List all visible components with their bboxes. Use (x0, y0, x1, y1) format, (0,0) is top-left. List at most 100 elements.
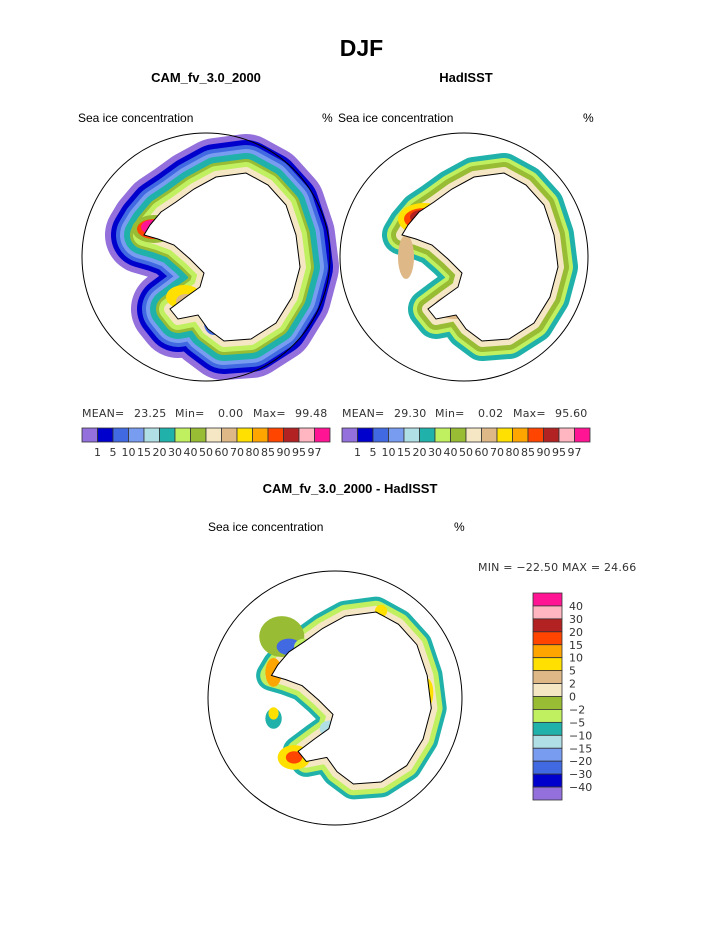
model-units-label: % (322, 111, 333, 125)
model-min-label: Min= (175, 407, 205, 420)
obs-colorbar-box-1 (357, 427, 374, 443)
model-variable-label: Sea ice concentration (78, 111, 194, 125)
obs-colorbar-box-0 (341, 427, 358, 443)
obs-colorbar-box-8 (465, 427, 482, 443)
obs-colorbar-box-4 (403, 427, 420, 443)
model-colorbar-box-15 (314, 427, 331, 443)
diff-map-boundary (207, 570, 463, 826)
obs-colorbar-box-13 (543, 427, 560, 443)
model-colorbar-box-6 (174, 427, 191, 443)
model-colorbar-box-7 (190, 427, 207, 443)
model-min-value: 0.00 (218, 407, 244, 420)
model-colorbar-box-12 (267, 427, 284, 443)
obs-units-label: % (583, 111, 594, 125)
obs-variable-label: Sea ice concentration (338, 111, 454, 125)
model-colorbar-box-10 (236, 427, 253, 443)
obs-colorbar-label: 5 (370, 446, 377, 459)
obs-max-value: 95.60 (555, 407, 588, 420)
diff-colorbar-box-11 (532, 734, 563, 749)
diff-ice-patch-5 (268, 707, 279, 720)
diff-colorbar-box-7 (532, 683, 563, 697)
obs-ice-patch-3 (398, 235, 414, 279)
model-colorbar-box-14 (298, 427, 315, 443)
model-antarctica-coastline (143, 172, 301, 342)
diff-colorbar-label: 10 (569, 652, 583, 665)
diff-units-label: % (454, 520, 465, 534)
model-colorbar-box-0 (81, 427, 98, 443)
obs-colorbar-label: 10 (382, 446, 396, 459)
model-colorbar-label: 20 (153, 446, 167, 459)
panel-title-obs: HadISST (439, 70, 493, 85)
model-colorbar-box-2 (112, 427, 129, 443)
obs-colorbar-label: 15 (397, 446, 411, 459)
obs-colorbar-box-15 (574, 427, 591, 443)
model-colorbar-box-8 (205, 427, 222, 443)
diff-colorbar-label: −30 (569, 768, 592, 781)
model-colorbar-label: 85 (261, 446, 275, 459)
model-colorbar-label: 10 (122, 446, 136, 459)
diff-colorbar-label: −5 (569, 716, 585, 729)
model-colorbar-label: 90 (277, 446, 291, 459)
obs-colorbar-box-12 (527, 427, 544, 443)
obs-colorbar-box-5 (419, 427, 436, 443)
obs-colorbar-label: 80 (506, 446, 520, 459)
diff-colorbar-box-4 (532, 644, 563, 659)
diff-colorbar-box-5 (532, 657, 563, 672)
model-map-boundary (81, 132, 331, 382)
obs-colorbar-label: 30 (428, 446, 442, 459)
obs-map-boundary (339, 132, 589, 382)
obs-colorbar-box-3 (388, 427, 405, 443)
diff-colorbar-box-12 (532, 747, 563, 762)
obs-colorbar-label: 70 (490, 446, 504, 459)
model-colorbar-label: 97 (308, 446, 322, 459)
obs-colorbar-box-14 (558, 427, 575, 443)
obs-colorbar-box-7 (450, 427, 467, 443)
model-colorbar-label: 40 (184, 446, 198, 459)
diff-colorbar-box-15 (532, 786, 563, 801)
model-colorbar-label: 1 (94, 446, 101, 459)
diff-colorbar-label: 15 (569, 639, 583, 652)
model-mean-value: 23.25 (134, 407, 167, 420)
diff-colorbar-label: 20 (569, 626, 583, 639)
diff-colorbar-box-2 (532, 618, 563, 633)
obs-colorbar-box-2 (372, 427, 389, 443)
diff-panel-title: CAM_fv_3.0_2000 - HadISST (262, 481, 438, 496)
diff-colorbar-label: −2 (569, 703, 585, 716)
diff-variable-label: Sea ice concentration (208, 520, 324, 534)
diff-colorbar-box-3 (532, 631, 563, 646)
model-mean-label: MEAN= (82, 407, 125, 420)
diff-colorbar-box-8 (532, 696, 563, 710)
model-colorbar-label: 95 (292, 446, 306, 459)
diff-min-max-text: MIN = −22.50 MAX = 24.66 (478, 561, 637, 574)
obs-mean-label: MEAN= (342, 407, 385, 420)
model-colorbar-box-11 (252, 427, 269, 443)
model-max-value: 99.48 (295, 407, 328, 420)
diff-colorbar-label: −40 (569, 781, 592, 794)
diff-colorbar-label: 30 (569, 613, 583, 626)
model-colorbar-label: 80 (246, 446, 260, 459)
obs-antarctica-coastline (401, 172, 559, 342)
obs-max-label: Max= (513, 407, 546, 420)
obs-mean-value: 29.30 (394, 407, 427, 420)
diff-colorbar-label: 2 (569, 678, 576, 691)
obs-colorbar-label: 1 (354, 446, 361, 459)
diff-colorbar-box-13 (532, 760, 563, 775)
diff-antarctica-coastline (270, 611, 432, 785)
obs-colorbar-label: 60 (475, 446, 489, 459)
model-colorbar-label: 5 (110, 446, 117, 459)
obs-colorbar-box-11 (512, 427, 529, 443)
model-colorbar-label: 60 (215, 446, 229, 459)
model-colorbar-box-9 (221, 427, 238, 443)
model-colorbar-box-1 (97, 427, 114, 443)
model-colorbar-box-5 (159, 427, 176, 443)
diff-colorbar-box-6 (532, 670, 563, 684)
diff-colorbar-label: 40 (569, 600, 583, 613)
diff-ice-patch-7 (285, 751, 303, 764)
obs-colorbar-label: 40 (444, 446, 458, 459)
obs-min-value: 0.02 (478, 407, 504, 420)
obs-colorbar-label: 20 (413, 446, 427, 459)
diff-colorbar-box-14 (532, 773, 563, 788)
diff-colorbar-label: 5 (569, 665, 576, 678)
